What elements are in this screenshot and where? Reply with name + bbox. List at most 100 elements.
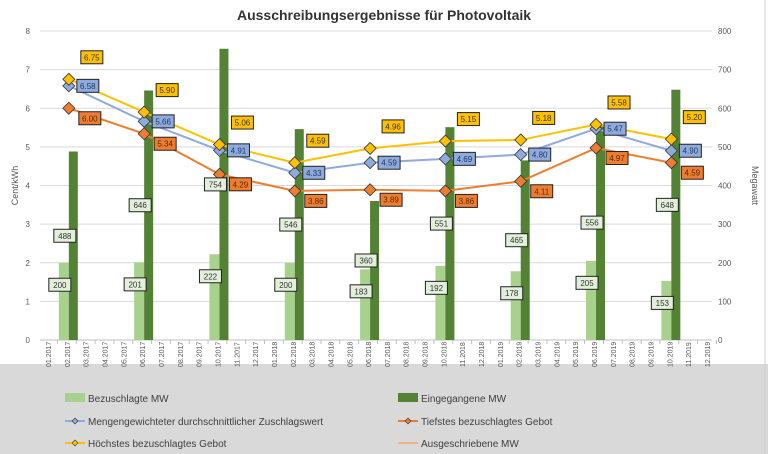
tiefstes-marker bbox=[62, 101, 76, 115]
hoechstes-marker bbox=[137, 105, 151, 119]
y2-tick-label: 600 bbox=[718, 104, 732, 113]
label-eingegangen: 646 bbox=[133, 201, 147, 210]
legend-marker bbox=[404, 417, 412, 425]
x-tick-label: 06.2018 bbox=[366, 342, 373, 367]
label-hoechstes-box bbox=[306, 133, 330, 148]
label-eingegangen-box bbox=[203, 177, 227, 192]
label-eingegangen: 754 bbox=[209, 180, 223, 189]
y-tick-label: 8 bbox=[26, 27, 31, 36]
label-bezuschlagt: 201 bbox=[128, 280, 142, 289]
x-tick-label: 08.2019 bbox=[630, 342, 637, 367]
label-bezuschlagt: 178 bbox=[505, 289, 519, 298]
label-bezuschlagt-box bbox=[349, 284, 373, 299]
bar-bezuschlagt bbox=[209, 254, 220, 340]
label-hoechstes: 5.20 bbox=[687, 113, 703, 122]
label-tiefstes-box bbox=[530, 184, 554, 199]
label-tiefstes-box bbox=[228, 177, 252, 192]
label-tiefstes-box bbox=[304, 193, 328, 208]
legend-background bbox=[0, 364, 768, 454]
label-hoechstes-box bbox=[381, 119, 405, 134]
legend-label: Höchstes bezuschlagtes Gebot bbox=[88, 439, 227, 450]
bar-bezuschlagt bbox=[284, 262, 295, 340]
bar-eingegangen bbox=[68, 151, 78, 340]
bar-bezuschlagt bbox=[510, 271, 521, 340]
mengengewichtet-marker bbox=[363, 156, 377, 170]
label-bezuschlagt-box bbox=[123, 277, 147, 292]
label-eingegangen-box bbox=[128, 198, 152, 213]
y-tick-label: 4 bbox=[26, 182, 31, 191]
x-tick-label: 08.2018 bbox=[404, 342, 411, 367]
label-hoechstes-box bbox=[230, 115, 254, 130]
label-tiefstes-box bbox=[379, 192, 403, 207]
bar-bezuschlagt bbox=[134, 262, 145, 340]
hoechstes-marker bbox=[589, 117, 603, 132]
label-bezuschlagt-box bbox=[48, 277, 72, 292]
bar-bezuschlagt bbox=[586, 260, 597, 340]
x-tick-label: 02.2019 bbox=[517, 342, 524, 367]
legend-swatch bbox=[398, 393, 418, 402]
x-tick-label: 01.2019 bbox=[498, 342, 505, 367]
x-tick-label: 01.2017 bbox=[46, 342, 53, 367]
tiefstes-marker bbox=[514, 174, 528, 188]
y-tick-label: 0 bbox=[26, 336, 31, 345]
legend-label: Eingegangene MW bbox=[421, 394, 507, 405]
label-hoechstes: 4.96 bbox=[385, 122, 401, 131]
y-tick-label: 1 bbox=[26, 297, 31, 306]
label-tiefstes: 3.86 bbox=[308, 197, 324, 206]
label-hoechstes-box bbox=[682, 110, 706, 125]
tiefstes-marker bbox=[363, 183, 377, 197]
y-tick-label: 7 bbox=[26, 66, 31, 75]
label-mengengewichtet-box bbox=[377, 155, 401, 170]
label-mengengewichtet-box bbox=[678, 143, 702, 158]
label-eingegangen-box bbox=[354, 253, 378, 268]
mengengewichtet-marker bbox=[438, 152, 452, 166]
x-tick-label: 10.2017 bbox=[215, 342, 222, 367]
label-tiefstes-box bbox=[680, 165, 704, 180]
x-tick-label: 09.2018 bbox=[423, 342, 430, 367]
hoechstes-marker bbox=[62, 72, 76, 86]
label-mengengewichtet-box bbox=[151, 114, 175, 129]
label-hoechstes-box bbox=[155, 83, 179, 98]
bar-eingegangen bbox=[370, 200, 380, 340]
label-bezuschlagt-box bbox=[274, 277, 298, 292]
y-tick-label: 5 bbox=[26, 143, 31, 152]
label-hoechstes: 5.58 bbox=[611, 98, 627, 107]
bar-eingegangen bbox=[596, 125, 606, 341]
bar-eingegangen bbox=[219, 48, 229, 341]
label-hoechstes-box bbox=[607, 95, 631, 110]
chart-title: Ausschreibungsergebnisse für Photovoltai… bbox=[237, 7, 531, 23]
y-axis-label: Cent/kWh bbox=[10, 166, 20, 206]
label-bezuschlagt: 192 bbox=[430, 284, 444, 293]
label-mengengewichtet: 4.33 bbox=[306, 169, 322, 178]
label-tiefstes: 4.97 bbox=[609, 154, 625, 163]
bar-eingegangen bbox=[671, 89, 681, 341]
label-bezuschlagt: 200 bbox=[279, 281, 293, 290]
label-bezuschlagt-box bbox=[424, 280, 448, 295]
x-tick-label: 03.2018 bbox=[310, 342, 317, 367]
y2-tick-label: 100 bbox=[718, 297, 732, 306]
y2-tick-label: 300 bbox=[718, 220, 732, 229]
x-tick-label: 05.2019 bbox=[573, 342, 580, 367]
y-tick-label: 2 bbox=[26, 259, 31, 268]
label-mengengewichtet: 5.66 bbox=[155, 117, 171, 126]
label-hoechstes-box bbox=[456, 112, 480, 127]
label-eingegangen-box bbox=[580, 215, 604, 230]
legend-marker bbox=[71, 439, 79, 447]
x-tick-label: 12.2019 bbox=[705, 342, 712, 367]
label-mengengewichtet-box bbox=[226, 143, 250, 158]
mengengewichtet-marker bbox=[664, 144, 678, 158]
hoechstes-marker bbox=[438, 134, 452, 148]
bar-eingegangen bbox=[520, 160, 530, 340]
x-tick-label: 12.2017 bbox=[253, 342, 260, 367]
label-tiefstes-box bbox=[605, 151, 629, 166]
legend-label: Mengengewichteter durchschnittlicher Zus… bbox=[88, 417, 323, 428]
label-eingegangen: 648 bbox=[661, 201, 675, 210]
y2-tick-label: 700 bbox=[718, 66, 732, 75]
label-bezuschlagt-box bbox=[650, 295, 674, 310]
hoechstes-marker bbox=[212, 137, 227, 152]
x-tick-label: 04.2017 bbox=[102, 342, 109, 367]
label-tiefstes: 4.59 bbox=[685, 169, 701, 178]
x-tick-label: 11.2019 bbox=[686, 342, 693, 367]
label-hoechstes: 5.90 bbox=[159, 86, 175, 95]
